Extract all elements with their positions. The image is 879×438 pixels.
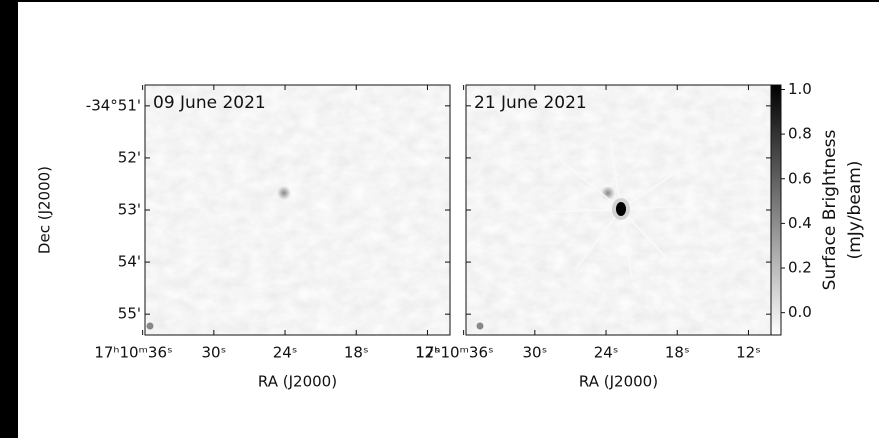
colorbar	[770, 84, 782, 336]
panel-title: 21 June 2021	[474, 93, 587, 113]
colorbar-tick-label: 0.6	[788, 169, 812, 187]
edge-line	[0, 0, 879, 2]
x-tick-label: 12ˢ	[736, 344, 761, 362]
colorbar-label: Surface Brightness	[820, 130, 840, 291]
y-tick-label: -34°51'	[86, 96, 141, 114]
colorbar-tick-label: 1.0	[788, 80, 812, 98]
colorbar-tick-label: 0.0	[788, 303, 812, 321]
x-tick-label: 24ˢ	[594, 344, 619, 362]
x-tick-label: 17ʰ10ᵐ36ˢ	[415, 344, 493, 362]
y-axis-label: Dec (J2000)	[36, 166, 54, 254]
y-tick-label: 53'	[118, 201, 141, 219]
beam	[146, 322, 154, 330]
x-axis-label: RA (J2000)	[258, 373, 337, 391]
x-axis-label: RA (J2000)	[579, 373, 658, 391]
y-tick-label: 55'	[118, 305, 141, 323]
sidelobes	[549, 139, 691, 281]
colorbar-tick-label: 0.4	[788, 214, 812, 232]
image-panel	[145, 85, 450, 335]
x-tick-label: 24ˢ	[273, 344, 298, 362]
y-tick-label: 54'	[118, 253, 141, 271]
x-tick-label: 18ˢ	[344, 344, 369, 362]
x-tick-label: 12ˢ	[415, 344, 440, 362]
colorbar-tick-label: 0.2	[788, 259, 812, 277]
panel-title: 09 June 2021	[153, 93, 266, 113]
colorbar-label: (mJy/beam)	[845, 161, 865, 260]
colorbar-tick-label: 0.8	[788, 125, 812, 143]
beam	[476, 322, 484, 330]
faint-source	[277, 186, 291, 200]
bright-source	[616, 202, 626, 216]
edge-bar	[0, 0, 18, 438]
x-tick-label: 30ˢ	[522, 344, 547, 362]
x-tick-label: 30ˢ	[201, 344, 226, 362]
x-tick-label: 17ʰ10ᵐ36ˢ	[94, 344, 172, 362]
x-tick-label: 18ˢ	[665, 344, 690, 362]
y-tick-label: 52'	[118, 148, 141, 166]
